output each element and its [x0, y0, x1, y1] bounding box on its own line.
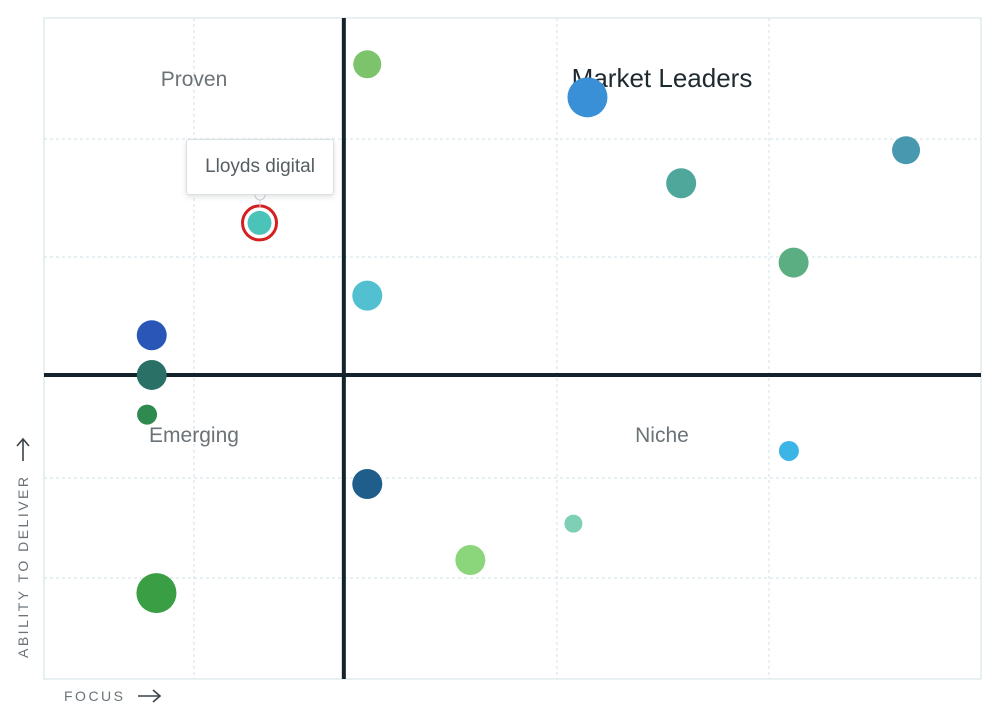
- data-point: [778, 440, 799, 461]
- quadrant-dividers: [44, 18, 981, 679]
- data-point: [247, 210, 272, 235]
- data-point: [137, 404, 158, 425]
- data-point: [564, 514, 583, 533]
- data-point: [136, 320, 167, 351]
- data-points: [136, 50, 921, 614]
- data-point: [455, 545, 486, 576]
- data-point: [353, 50, 382, 79]
- data-point: [136, 359, 167, 390]
- quadrant-label-emerging: Emerging: [149, 424, 239, 447]
- y-axis-label: ABILITY TO DELIVER: [15, 474, 31, 658]
- point-tooltip: Lloyds digital: [186, 139, 334, 195]
- quadrant-label-proven: Proven: [161, 68, 228, 91]
- data-point: [892, 136, 921, 165]
- x-axis-label: FOCUS: [64, 688, 126, 704]
- data-point: [352, 469, 383, 500]
- plot-frame: [43, 17, 982, 680]
- data-point: [666, 168, 697, 199]
- data-point: [778, 247, 809, 278]
- data-point: [136, 573, 177, 614]
- x-axis-arrow-icon: [138, 689, 162, 703]
- tooltip-text: Lloyds digital: [205, 156, 315, 177]
- quadrant-label-niche: Niche: [635, 424, 689, 447]
- y-axis-arrow-icon: [16, 437, 30, 461]
- data-point: [567, 77, 608, 118]
- data-point: [352, 280, 383, 311]
